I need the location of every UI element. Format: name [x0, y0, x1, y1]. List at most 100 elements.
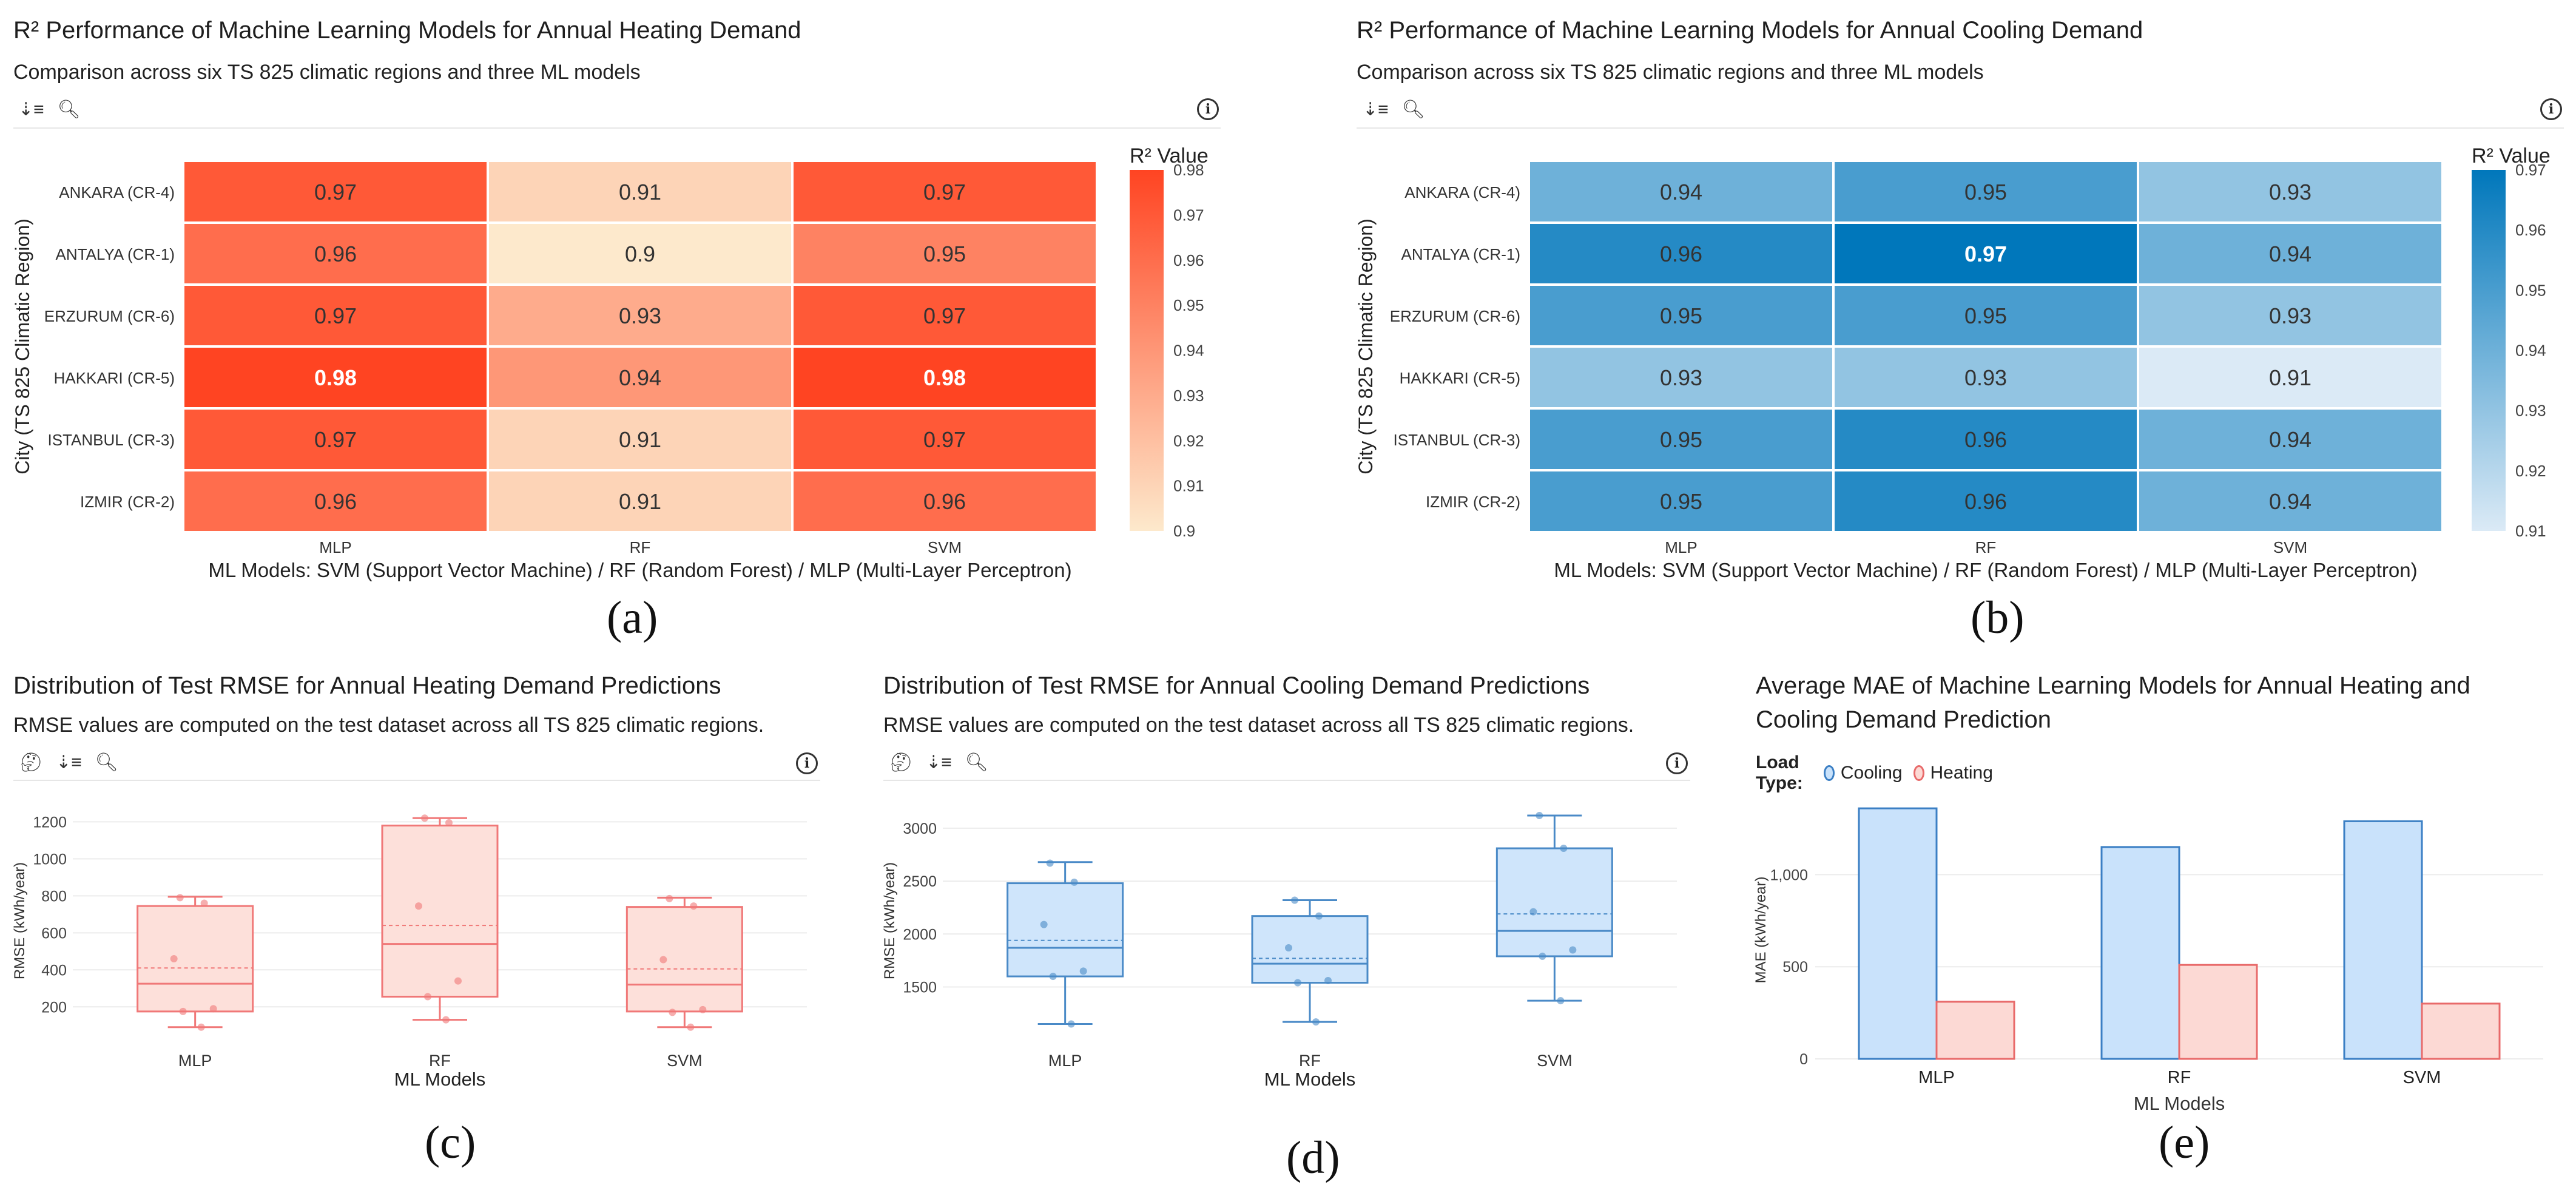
zoom-icon[interactable]: 🔍︎	[1401, 99, 1425, 120]
data-point	[170, 955, 178, 962]
y-tick-label: ISTANBUL (CR-3)	[48, 431, 175, 449]
heatmap-cell-value: 0.93	[619, 303, 661, 328]
sort-icon[interactable]: ⇣≡	[56, 752, 82, 772]
sort-icon[interactable]: ⇣≡	[18, 99, 44, 120]
data-point	[1040, 921, 1048, 928]
heatmap-cell-value: 0.96	[314, 242, 357, 266]
heatmap-cell-value: 0.96	[1660, 242, 1702, 266]
panel-d-label: (d)	[1286, 1132, 1340, 1183]
data-point	[1529, 908, 1537, 916]
data-point	[687, 1023, 695, 1031]
x-tick-label: SVM	[928, 538, 962, 556]
heatmap-cell	[1832, 160, 2139, 224]
zoom-icon[interactable]: 🔍︎	[965, 752, 988, 772]
data-point	[1079, 967, 1087, 975]
heatmap-cell-value: 0.94	[2269, 242, 2311, 266]
data-point	[421, 814, 428, 822]
colorbar-title: R² Value	[2472, 144, 2551, 167]
heatmap-cell-value: 0.93	[1660, 365, 1702, 390]
y-tick-label: 500	[1782, 959, 1808, 976]
y-tick-label: 600	[41, 925, 67, 942]
zoom-icon[interactable]: 🔍︎	[57, 99, 81, 120]
colorbar-tick-label: 0.98	[1173, 161, 1204, 179]
y-axis-title: RMSE (kWh/year)	[882, 862, 898, 979]
heatmap-cell	[1832, 469, 2139, 533]
heatmap-cell-value: 0.91	[619, 180, 661, 204]
sort-icon[interactable]: ⇣≡	[926, 752, 952, 772]
panel-c-subtitle: RMSE values are computed on the test dat…	[13, 714, 764, 737]
data-point	[1285, 944, 1292, 951]
heatmap-cell	[791, 283, 1098, 348]
emoji-icon[interactable]: 🤔︎	[19, 752, 43, 772]
x-axis-title: ML Models	[1264, 1069, 1355, 1090]
panel-c-label: (c)	[425, 1117, 476, 1168]
heatmap-cell-value: 0.97	[923, 303, 966, 328]
data-point	[1049, 973, 1057, 981]
heatmap-a-chart: 0.97 0.91 0.97 ANKARA (CR-4) 0.96 0.9 0.95 ANTA…	[12, 144, 1209, 581]
info-icon[interactable]: i	[2540, 98, 2562, 120]
panel-a-divider	[13, 127, 1221, 129]
x-axis-title: ML Models: SVM (Support Vector Machine) …	[1554, 559, 2417, 581]
data-point	[690, 902, 698, 910]
info-icon[interactable]: i	[796, 752, 818, 774]
x-tick-label: RF	[429, 1052, 451, 1070]
data-point	[1315, 912, 1323, 920]
info-icon[interactable]: i	[1197, 98, 1219, 120]
heatmap-cell-value: 0.97	[314, 427, 357, 452]
legend-cooling-label[interactable]: Cooling	[1840, 763, 1903, 783]
data-point	[1324, 977, 1332, 985]
heating-legend-icon[interactable]	[1913, 765, 1924, 781]
data-point	[1291, 896, 1298, 904]
x-tick-label: MLP	[1665, 538, 1697, 556]
data-point	[1312, 1018, 1320, 1026]
heatmap-cell-value: 0.95	[1964, 303, 2007, 328]
y-tick-label: IZMIR (CR-2)	[1426, 493, 1520, 511]
y-tick-label: 1500	[903, 979, 937, 996]
barchart-e-chart: 0 500 1,000 MLP RF SVM ML Models MAE (kWh/year)	[1753, 807, 2543, 1114]
heatmap-cell	[182, 407, 489, 471]
y-tick-label: 2000	[903, 926, 937, 943]
heatmap-cell	[487, 407, 794, 471]
boxplot-c-chart: 200 400 600 800 1000 1200 MLP RF SVM ML Models RMS…	[12, 814, 807, 1090]
panel-d-subtitle: RMSE values are computed on the test dat…	[883, 714, 1634, 737]
y-tick-label: ANTALYA (CR-1)	[1401, 245, 1520, 263]
colorbar-tick-label: 0.91	[1173, 477, 1204, 495]
panel-b-title: R² Performance of Machine Learning Model…	[1357, 17, 2143, 44]
colorbar-tick-label: 0.91	[2515, 522, 2546, 540]
zoom-icon[interactable]: 🔍︎	[95, 752, 118, 772]
x-tick-label: MLP	[1918, 1068, 1955, 1087]
emoji-icon[interactable]: 🤔︎	[889, 752, 913, 772]
data-point	[1536, 811, 1543, 819]
x-tick-label: RF	[1299, 1052, 1321, 1070]
box	[1495, 847, 1613, 958]
panel-c-divider	[13, 780, 820, 781]
colorbar-tick-label: 0.97	[2515, 161, 2546, 179]
heating-bar	[2421, 1002, 2501, 1060]
y-tick-label: ANTALYA (CR-1)	[56, 245, 175, 263]
info-icon[interactable]: i	[1666, 752, 1688, 774]
heatmap-cell-value: 0.93	[2269, 303, 2311, 328]
y-tick-label: 3000	[903, 820, 937, 837]
heatmap-cell-value: 0.93	[1964, 365, 2007, 390]
colorbar	[1130, 170, 1164, 531]
panel-a-title: R² Performance of Machine Learning Model…	[13, 17, 801, 44]
colorbar-tick-label: 0.93	[1173, 387, 1204, 405]
y-tick-label: 1000	[33, 851, 67, 868]
y-tick-label: HAKKARI (CR-5)	[54, 369, 175, 387]
heatmap-cell-value: 0.91	[619, 489, 661, 514]
panel-e-legend: Load Type: Cooling Heating	[1756, 752, 1993, 794]
y-tick-label: ERZURUM (CR-6)	[44, 307, 175, 325]
colorbar-tick-label: 0.95	[2515, 281, 2546, 299]
x-axis-title: ML Models	[2134, 1093, 2225, 1114]
data-point	[1569, 946, 1577, 954]
sort-icon[interactable]: ⇣≡	[1363, 99, 1389, 120]
heatmap-cell	[791, 221, 1098, 286]
panel-e-title-line2: Cooling Demand Prediction	[1756, 706, 2051, 733]
heatmap-cell	[791, 160, 1098, 224]
x-tick-label: SVM	[2273, 538, 2307, 556]
y-tick-label: 400	[41, 962, 67, 979]
cooling-legend-icon[interactable]	[1823, 765, 1835, 781]
y-tick-label: 0	[1799, 1051, 1808, 1068]
heatmap-cell-value: 0.95	[1964, 180, 2007, 204]
legend-heating-label[interactable]: Heating	[1930, 763, 1993, 783]
